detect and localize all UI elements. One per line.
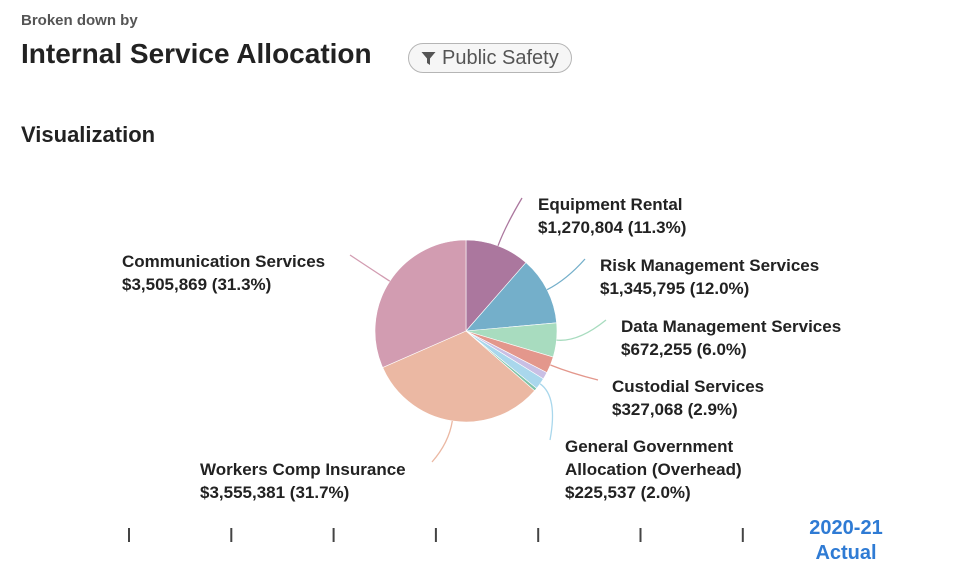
timeline: 2020-21 Actual bbox=[128, 517, 883, 564]
slice-labels: Equipment Rental $1,270,804 (11.3%) Risk M… bbox=[122, 195, 841, 502]
leader-line bbox=[546, 258, 586, 291]
pie-slice[interactable] bbox=[382, 330, 536, 423]
pie-slice[interactable] bbox=[374, 239, 467, 368]
page-title: Internal Service Allocation bbox=[21, 38, 372, 69]
slice-label-name: Allocation (Overhead) bbox=[565, 460, 742, 479]
leader-line bbox=[539, 383, 554, 441]
slice-label-value: $1,345,795 (12.0%) bbox=[600, 279, 749, 298]
slice-label-value: $672,255 (6.0%) bbox=[621, 340, 747, 359]
slice-label-value: $225,537 (2.0%) bbox=[565, 483, 691, 502]
leader-lines bbox=[349, 197, 607, 463]
slice-label-name: Risk Management Services bbox=[600, 256, 819, 275]
filter-icon bbox=[421, 51, 436, 66]
breakdown-eyebrow: Broken down by bbox=[21, 12, 138, 29]
slice-label-name: Equipment Rental bbox=[538, 195, 683, 214]
leader-line bbox=[431, 420, 453, 463]
leader-line bbox=[349, 254, 391, 282]
timeline-type-label[interactable]: Actual bbox=[815, 542, 876, 564]
slice-label-name: Custodial Services bbox=[612, 377, 764, 396]
slice-label-name: General Government bbox=[565, 437, 734, 456]
slice-label-value: $327,068 (2.9%) bbox=[612, 400, 738, 419]
slice-label-name: Workers Comp Insurance bbox=[200, 460, 406, 479]
slice-label-name: Communication Services bbox=[122, 252, 325, 271]
slice-label-value: $3,505,869 (31.3%) bbox=[122, 275, 271, 294]
pie-slices bbox=[374, 239, 558, 423]
slice-label-name: Data Management Services bbox=[621, 317, 841, 336]
section-title: Visualization bbox=[21, 122, 156, 147]
pie-slice[interactable] bbox=[465, 239, 527, 332]
timeline-year-label[interactable]: 2020-21 bbox=[809, 517, 882, 539]
leader-line bbox=[556, 319, 607, 341]
slice-label-value: $3,555,381 (31.7%) bbox=[200, 483, 349, 502]
leader-line bbox=[550, 364, 599, 381]
leader-line bbox=[497, 197, 523, 247]
filter-chip-label: Public Safety bbox=[442, 46, 559, 69]
filter-chip-public-safety[interactable]: Public Safety bbox=[408, 43, 572, 73]
pie-slice[interactable] bbox=[465, 262, 557, 332]
slice-label-value: $1,270,804 (11.3%) bbox=[538, 218, 686, 237]
